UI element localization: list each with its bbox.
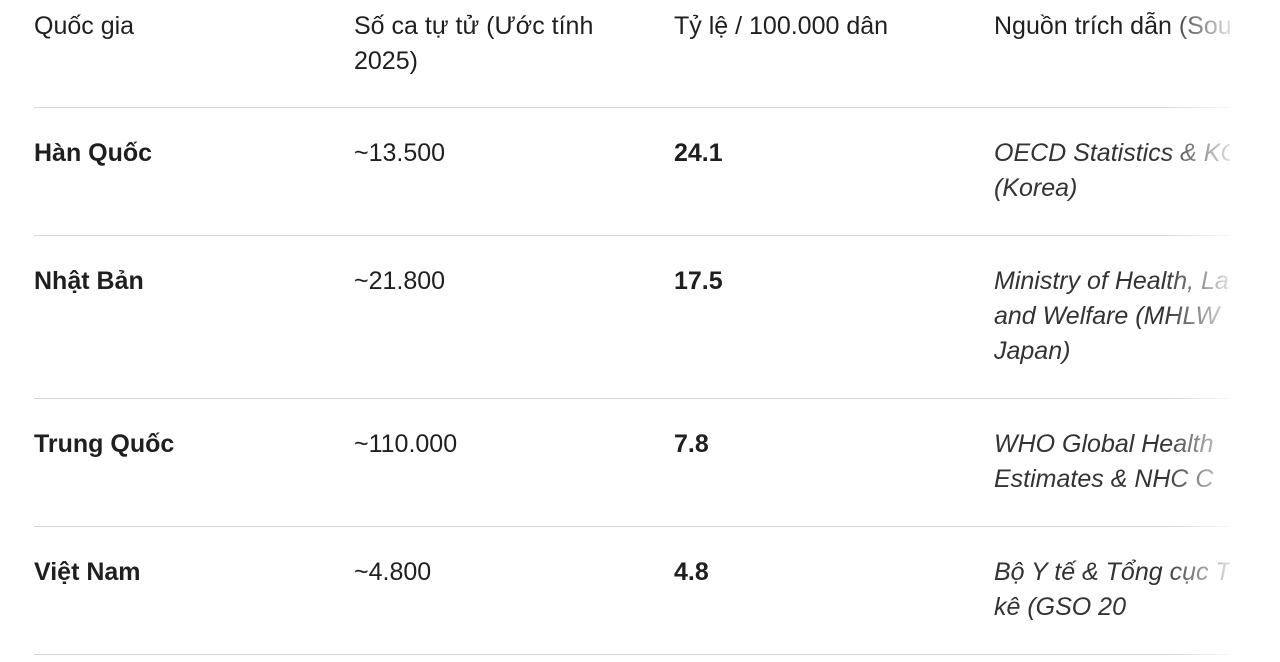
cell-source: Ministry of Health, Labour and Welfare (… — [994, 235, 1230, 399]
cell-cases: ~21.800 — [354, 235, 674, 399]
table-header-row: Quốc gia Số ca tự tử (Ước tính 2025) Tỷ … — [34, 0, 1230, 108]
header-country: Quốc gia — [34, 0, 354, 108]
cell-rate: 7.8 — [674, 398, 994, 527]
table-row: Nhật Bản ~21.800 17.5 Ministry of Health… — [34, 235, 1230, 399]
header-rate: Tỷ lệ / 100.000 dân — [674, 0, 994, 108]
cell-source: OECD Statistics & KOSIS (Korea) — [994, 107, 1230, 236]
cell-source: Bộ Y tế & Tổng cục Thống kê (GSO 20 — [994, 526, 1230, 655]
cell-country: Trung Quốc — [34, 398, 354, 527]
table-row: Trung Quốc ~110.000 7.8 WHO Global Healt… — [34, 398, 1230, 527]
cell-rate: 17.5 — [674, 235, 994, 399]
cell-country: Hàn Quốc — [34, 107, 354, 236]
cell-country: Việt Nam — [34, 526, 354, 655]
suicide-statistics-table: Quốc gia Số ca tự tử (Ước tính 2025) Tỷ … — [34, 0, 1230, 655]
table-row: Hàn Quốc ~13.500 24.1 OECD Statistics & … — [34, 107, 1230, 236]
cell-source: WHO Global Health Estimates & NHC C — [994, 398, 1230, 527]
header-source: Nguồn trích dẫn (Source) — [994, 0, 1230, 108]
cell-cases: ~4.800 — [354, 526, 674, 655]
header-cases: Số ca tự tử (Ước tính 2025) — [354, 0, 674, 108]
cell-country: Nhật Bản — [34, 235, 354, 399]
cell-rate: 24.1 — [674, 107, 994, 236]
table-container: Quốc gia Số ca tự tử (Ước tính 2025) Tỷ … — [34, 0, 1230, 655]
cell-cases: ~110.000 — [354, 398, 674, 527]
cell-rate: 4.8 — [674, 526, 994, 655]
table-row: Việt Nam ~4.800 4.8 Bộ Y tế & Tổng cục T… — [34, 526, 1230, 655]
cell-cases: ~13.500 — [354, 107, 674, 236]
